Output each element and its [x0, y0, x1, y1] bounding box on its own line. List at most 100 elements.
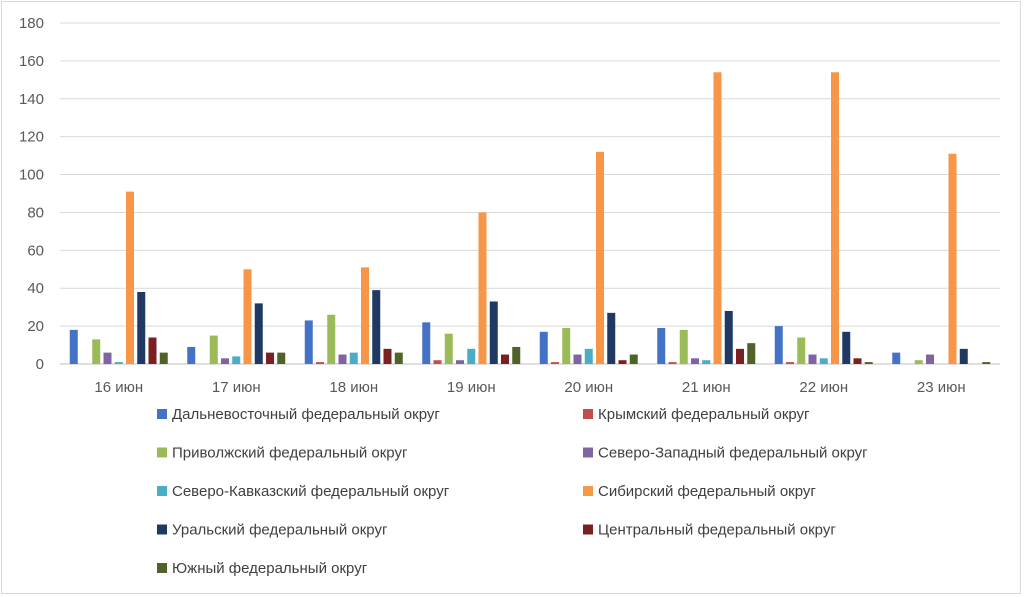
bar	[422, 322, 431, 364]
bar	[187, 346, 196, 364]
bar	[349, 352, 358, 364]
legend-label: Приволжский федеральный округ	[172, 445, 408, 462]
y-tick-label: 100	[19, 167, 44, 184]
bar	[383, 348, 392, 364]
bar	[842, 331, 851, 364]
bar	[736, 348, 744, 364]
x-tick-label: 19 июн	[447, 379, 496, 396]
x-tick-label: 17 июн	[212, 379, 261, 396]
y-tick-label: 40	[27, 280, 44, 297]
bar	[433, 360, 442, 364]
bar	[512, 346, 521, 364]
bar	[114, 362, 123, 364]
bar	[327, 314, 336, 364]
bar	[774, 326, 783, 364]
bar	[551, 362, 559, 364]
bar	[232, 356, 241, 364]
legend-label: Крымский федеральный округ	[598, 406, 810, 423]
bar	[948, 153, 957, 364]
bar	[657, 328, 666, 364]
bar	[266, 352, 274, 364]
bar	[808, 354, 817, 364]
bar	[148, 337, 157, 364]
bar	[596, 151, 604, 364]
legend: Дальневосточный федеральный округ Крымски…	[157, 406, 868, 577]
bar	[618, 360, 627, 364]
y-tick-label: 20	[27, 318, 44, 335]
bar	[277, 352, 286, 364]
legend-swatch	[157, 563, 167, 573]
bar	[691, 358, 699, 364]
legend-label: Сибирский федеральный округ	[598, 483, 816, 500]
gridlines	[60, 22, 1000, 365]
y-tick-label: 0	[36, 356, 44, 373]
bar	[629, 354, 638, 364]
legend-swatch	[583, 447, 593, 458]
y-tick-label: 160	[19, 53, 44, 70]
bar	[959, 348, 968, 364]
x-tick-label: 21 июн	[682, 379, 731, 396]
bar	[209, 335, 218, 364]
bar	[126, 191, 134, 364]
legend-swatch	[157, 524, 167, 535]
legend-swatch	[583, 409, 593, 419]
bar	[797, 337, 806, 364]
bar	[394, 352, 403, 364]
bar	[573, 354, 582, 364]
bar	[444, 333, 453, 364]
bar	[747, 343, 756, 364]
bar	[864, 362, 873, 364]
y-tick-label: 180	[19, 15, 44, 32]
bar	[831, 72, 839, 364]
bar	[254, 303, 263, 364]
bar	[489, 301, 498, 364]
y-tick-label: 120	[19, 129, 44, 146]
bar	[668, 362, 677, 364]
bar	[304, 320, 313, 364]
bar	[982, 362, 991, 364]
bar	[539, 331, 548, 364]
bar	[361, 267, 369, 364]
legend-swatch	[157, 409, 167, 419]
bar	[926, 354, 934, 364]
bar	[853, 358, 862, 364]
bar	[562, 328, 571, 364]
x-tick-label: 16 июн	[94, 379, 143, 396]
y-tick-label: 80	[27, 204, 44, 221]
legend-label: Уральский федеральный округ	[172, 522, 388, 539]
bar	[137, 292, 146, 364]
bar	[607, 312, 616, 364]
y-axis-ticks: 0 20 40 60 80 100 120 140 160 180	[19, 15, 44, 373]
bar	[819, 358, 828, 364]
bar	[584, 348, 593, 364]
bar	[724, 310, 733, 364]
bar	[243, 269, 252, 364]
y-tick-label: 140	[19, 91, 44, 108]
bar	[892, 352, 901, 364]
bar	[103, 352, 112, 364]
bars	[69, 72, 991, 364]
legend-label: Южный федеральный округ	[172, 560, 368, 577]
bar	[92, 339, 101, 364]
legend-label: Северо-Западный федеральный округ	[598, 445, 868, 462]
bar	[786, 362, 794, 364]
bar	[372, 290, 381, 364]
legend-swatch	[583, 524, 593, 535]
bar	[501, 354, 509, 364]
bar	[221, 358, 229, 364]
legend-label: Дальневосточный федеральный округ	[172, 406, 440, 423]
bar	[456, 360, 464, 364]
legend-label: Центральный федеральный округ	[598, 522, 836, 539]
bar	[478, 212, 487, 364]
legend-swatch	[157, 447, 167, 458]
x-tick-label: 20 июн	[564, 379, 613, 396]
bar	[679, 329, 688, 364]
bar	[159, 352, 168, 364]
y-tick-label: 60	[27, 242, 44, 259]
bar	[467, 348, 476, 364]
legend-swatch	[157, 486, 167, 496]
legend-label: Северо-Кавказский федеральный округ	[172, 483, 450, 500]
bar	[713, 72, 722, 364]
